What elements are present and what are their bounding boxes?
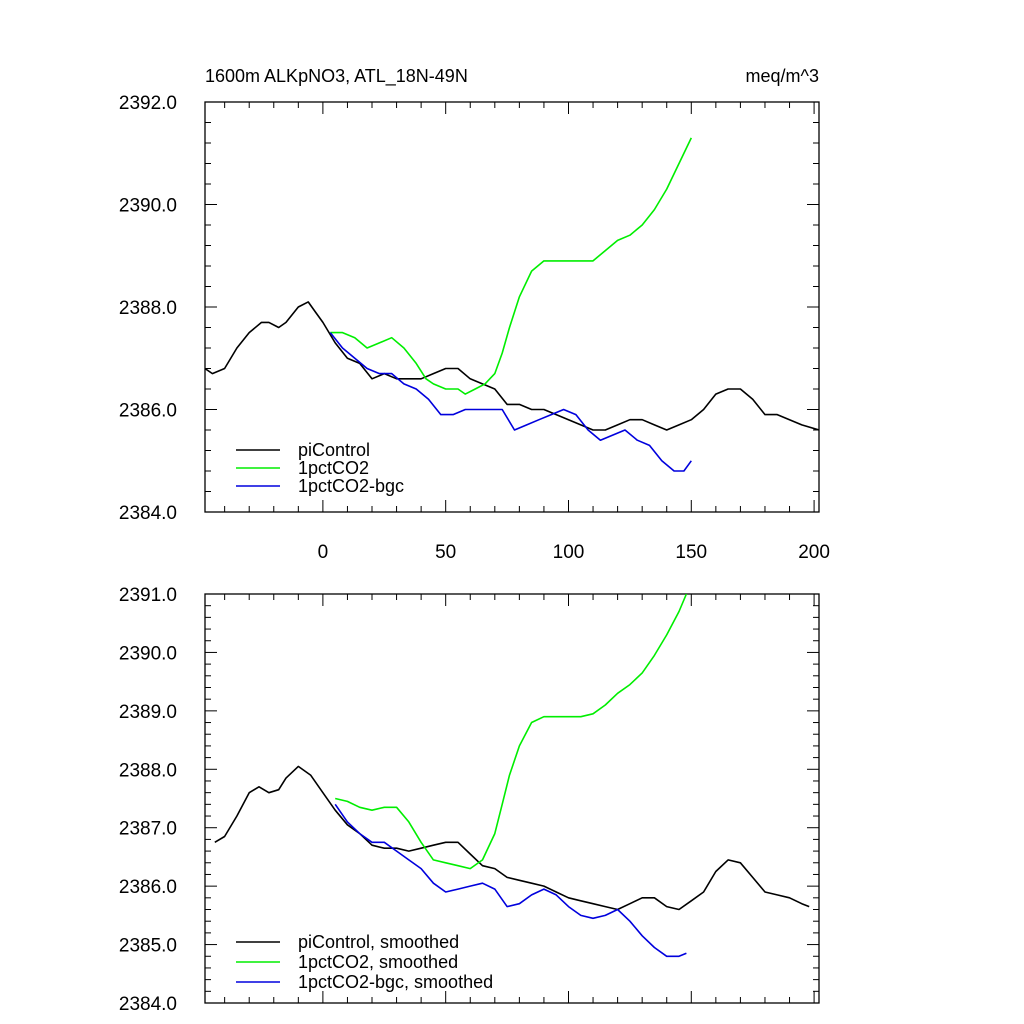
legend-label: 1pctCO2, smoothed bbox=[298, 952, 458, 972]
series-line-1pctco2-bgc bbox=[329, 332, 692, 472]
panel-bottom: 2384.0 2385.0 2386.0 2387.0 2388.0 2389.0 2390… bbox=[119, 585, 820, 1015]
chart-units: meq/m^3 bbox=[746, 66, 819, 86]
y-tick-label: 2389.0 bbox=[119, 702, 177, 723]
x-tick-label: 0 bbox=[318, 542, 329, 563]
y-tick-label: 2388.0 bbox=[119, 760, 177, 781]
y-tick-label: 2388.0 bbox=[119, 298, 177, 319]
series-line-picontrol-smoothed bbox=[214, 765, 810, 911]
legend-label: piControl bbox=[298, 440, 370, 460]
y-tick-label: 2386.0 bbox=[119, 401, 177, 422]
y-tick-label: 2390.0 bbox=[119, 196, 177, 217]
legend-label: 1pctCO2-bgc, smoothed bbox=[298, 972, 493, 992]
series-line-picontrol bbox=[205, 301, 819, 431]
legend-label: piControl, smoothed bbox=[298, 932, 459, 952]
y-tick-label: 2387.0 bbox=[119, 819, 177, 840]
legend-label: 1pctCO2 bbox=[298, 458, 369, 478]
y-tick-label: 2384.0 bbox=[119, 503, 177, 524]
y-tick-label: 2390.0 bbox=[119, 643, 177, 664]
x-tick-label: 50 bbox=[435, 542, 456, 563]
y-tick-label: 2391.0 bbox=[119, 585, 177, 606]
series-line-1pctco2 bbox=[330, 137, 693, 395]
x-tick-label: 100 bbox=[553, 542, 585, 563]
y-tick-label: 2386.0 bbox=[119, 877, 177, 898]
legend-label: 1pctCO2-bgc bbox=[298, 476, 404, 496]
x-tick-label: 150 bbox=[675, 542, 707, 563]
y-tick-label: 2392.0 bbox=[119, 93, 177, 114]
x-tick-label: 200 bbox=[798, 542, 830, 563]
plot-frame bbox=[204, 593, 820, 1004]
panel-top: 2384.0 2386.0 2388.0 2390.0 2392.0 0 50 100 150 2… bbox=[119, 66, 830, 563]
chart-title: 1600m ALKpNO3, ATL_18N-49N bbox=[205, 66, 468, 87]
series-line-1pctco2-bgc-smoothed bbox=[334, 803, 687, 958]
y-tick-label: 2384.0 bbox=[119, 994, 177, 1015]
y-tick-label: 2385.0 bbox=[119, 936, 177, 957]
series-line-1pctco2-smoothed bbox=[335, 594, 688, 870]
